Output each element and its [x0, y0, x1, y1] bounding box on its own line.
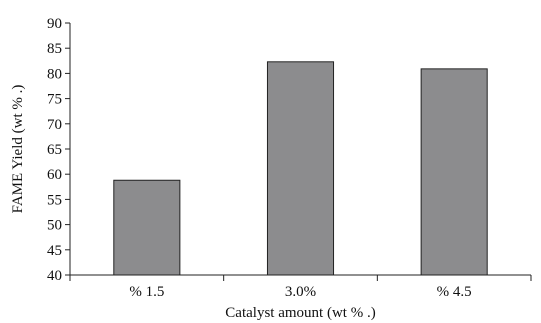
bars: [113, 61, 488, 276]
y-tick-label: 70: [47, 117, 62, 133]
y-tick-label: 50: [47, 218, 62, 234]
bar-3: [420, 68, 488, 276]
y-axis-title: FAME Yield (wt % .): [10, 85, 26, 214]
y-tick-label: 80: [47, 66, 62, 82]
y-tick-label: 55: [47, 192, 62, 208]
x-axis-title: Catalyst amount (wt % .): [225, 305, 375, 321]
y-tick-label: 85: [47, 41, 62, 57]
y-tick-label: 65: [47, 142, 62, 158]
y-tick-label: 75: [47, 92, 62, 108]
x-axis-ticks: % 1.5 3.0% % 4.5: [69, 275, 532, 300]
bar-2: [266, 61, 335, 276]
y-tick-label: 90: [47, 16, 62, 32]
bar-1: [113, 179, 181, 276]
x-tick-label: 3.0%: [285, 284, 316, 300]
y-tick-label: 40: [47, 268, 62, 284]
x-tick-label: % 4.5: [437, 284, 472, 300]
x-tick-label: % 1.5: [129, 284, 164, 300]
y-tick-label: 60: [47, 167, 62, 183]
y-tick-label: 45: [47, 243, 62, 259]
y-axis-ticks: 40 45 50 55 60 65 70 75 80 85 90: [47, 16, 70, 284]
